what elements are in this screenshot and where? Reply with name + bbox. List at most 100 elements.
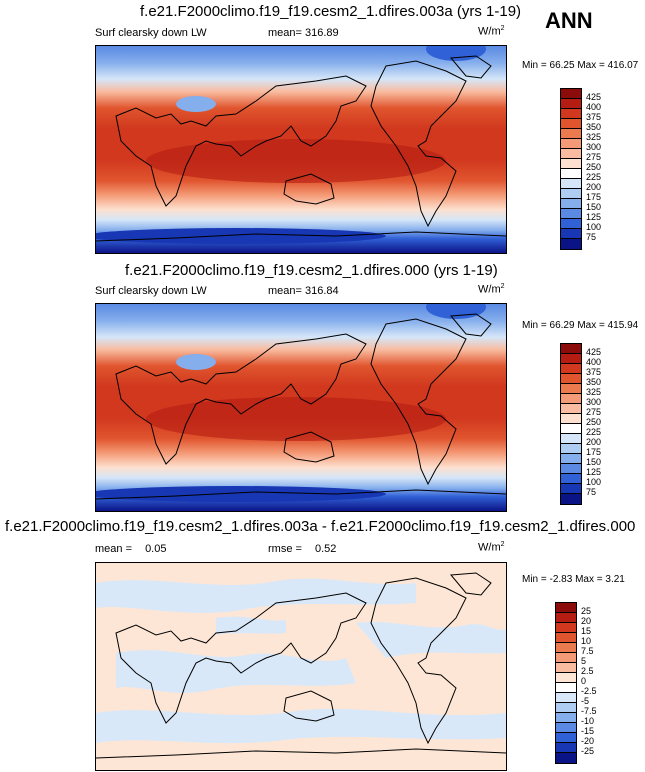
colorbar-tick-label: 225 (586, 172, 602, 182)
colorbar-tick-label: 350 (586, 122, 602, 132)
colorbar-swatch (561, 344, 581, 354)
panel2-map (95, 303, 507, 512)
season-label: ANN (545, 8, 593, 33)
colorbar-swatch (561, 239, 581, 249)
panel1-title: f.e21.F2000climo.f19_f19.cesm2_1.dfires.… (140, 3, 522, 20)
panel3-colorbar (555, 602, 577, 764)
colorbar-tick-label: 175 (586, 192, 602, 202)
colorbar-swatch (561, 139, 581, 149)
panel1-minmax: Min = 66.25 Max = 416.07 (522, 60, 638, 71)
colorbar-tick-label: 375 (586, 367, 602, 377)
colorbar-tick-label: 125 (586, 212, 602, 222)
colorbar-tick-label: 325 (586, 387, 602, 397)
colorbar-swatch (561, 179, 581, 189)
panel2-min-label: Min = (522, 320, 547, 331)
colorbar-swatch (561, 484, 581, 494)
colorbar-swatch (561, 169, 581, 179)
colorbar-tick-label: 225 (586, 427, 602, 437)
colorbar-swatch (561, 109, 581, 119)
panel1-max-label: Max = (577, 60, 605, 71)
panel1-mean-value: 316.89 (305, 27, 339, 39)
colorbar-swatch (561, 129, 581, 139)
colorbar-swatch (556, 603, 576, 613)
colorbar-swatch (561, 149, 581, 159)
colorbar-tick-label: 10 (581, 636, 592, 646)
panel1-colorbar (560, 88, 582, 250)
panel2-mean: mean= 316.84 (268, 285, 339, 297)
colorbar-tick-label: -5 (581, 696, 590, 706)
colorbar-swatch (561, 454, 581, 464)
panel2-variable: Surf clearsky down LW (95, 285, 207, 297)
colorbar-swatch (561, 229, 581, 239)
panel3-mean-label: mean = (95, 543, 132, 555)
panel1-max-value: 416.07 (607, 60, 639, 71)
colorbar-tick-label: 100 (586, 222, 602, 232)
colorbar-swatch (561, 99, 581, 109)
colorbar-swatch (561, 119, 581, 129)
colorbar-swatch (561, 444, 581, 454)
colorbar-tick-label: -7.5 (581, 706, 597, 716)
panel3-minmax: Min = -2.83 Max = 3.21 (522, 574, 625, 585)
colorbar-swatch (561, 199, 581, 209)
colorbar-swatch (561, 159, 581, 169)
colorbar-swatch (556, 643, 576, 653)
colorbar-swatch (556, 613, 576, 623)
colorbar-tick-label: 2.5 (581, 666, 594, 676)
panel1-variable: Surf clearsky down LW (95, 27, 207, 39)
colorbar-tick-label: 0 (581, 676, 587, 686)
colorbar-tick-label: 150 (586, 202, 602, 212)
panel1-mean-label: mean= (268, 27, 302, 39)
panel3-rmse-value: 0.52 (315, 543, 337, 555)
panel1-mean: mean= 316.89 (268, 27, 339, 39)
colorbar-tick-label: 375 (586, 112, 602, 122)
panel3-max-label: Max = (575, 574, 603, 585)
panel2-max-value: 415.94 (607, 320, 639, 331)
colorbar-swatch (561, 434, 581, 444)
colorbar-tick-label: 25 (581, 606, 592, 616)
panel2-minmax: Min = 66.29 Max = 415.94 (522, 320, 638, 331)
colorbar-tick-label: 175 (586, 447, 602, 457)
colorbar-swatch (556, 703, 576, 713)
colorbar-swatch (561, 209, 581, 219)
panel2-min-value: 66.29 (549, 320, 575, 331)
colorbar-swatch (561, 414, 581, 424)
panel2-colorbar (560, 343, 582, 505)
colorbar-swatch (556, 673, 576, 683)
colorbar-swatch (561, 89, 581, 99)
panel3-mean-value: 0.05 (145, 543, 167, 555)
panel3-rmse-label: rmse = (268, 543, 302, 555)
colorbar-swatch (561, 354, 581, 364)
panel3-map (95, 562, 507, 771)
colorbar-tick-label: 5 (581, 656, 587, 666)
colorbar-tick-label: 125 (586, 467, 602, 477)
colorbar-tick-label: 75 (586, 487, 597, 497)
colorbar-swatch (556, 683, 576, 693)
panel2-mean-label: mean= (268, 285, 302, 297)
colorbar-swatch (556, 713, 576, 723)
colorbar-swatch (561, 394, 581, 404)
panel1-min-label: Min = (522, 60, 547, 71)
colorbar-swatch (556, 693, 576, 703)
panel3-units: W/m2 (478, 541, 505, 554)
colorbar-tick-label: 150 (586, 457, 602, 467)
colorbar-tick-label: 300 (586, 397, 602, 407)
colorbar-swatch (561, 364, 581, 374)
colorbar-swatch (556, 723, 576, 733)
colorbar-tick-label: 7.5 (581, 646, 594, 656)
colorbar-swatch (556, 753, 576, 763)
colorbar-tick-label: 400 (586, 357, 602, 367)
colorbar-swatch (561, 404, 581, 414)
panel2-title: f.e21.F2000climo.f19_f19.cesm2_1.dfires.… (125, 262, 498, 279)
panel3-mean: mean = 0.05 (95, 543, 166, 555)
colorbar-swatch (561, 494, 581, 504)
panel3-rmse: rmse = 0.52 (268, 543, 336, 555)
colorbar-swatch (561, 374, 581, 384)
panel3-min-value: -2.83 (549, 574, 573, 585)
colorbar-tick-label: 250 (586, 162, 602, 172)
colorbar-tick-label: 200 (586, 182, 602, 192)
panel2-mean-value: 316.84 (305, 285, 339, 297)
colorbar-tick-label: -15 (581, 726, 595, 736)
colorbar-tick-label: 100 (586, 477, 602, 487)
colorbar-swatch (561, 424, 581, 434)
colorbar-swatch (556, 733, 576, 743)
